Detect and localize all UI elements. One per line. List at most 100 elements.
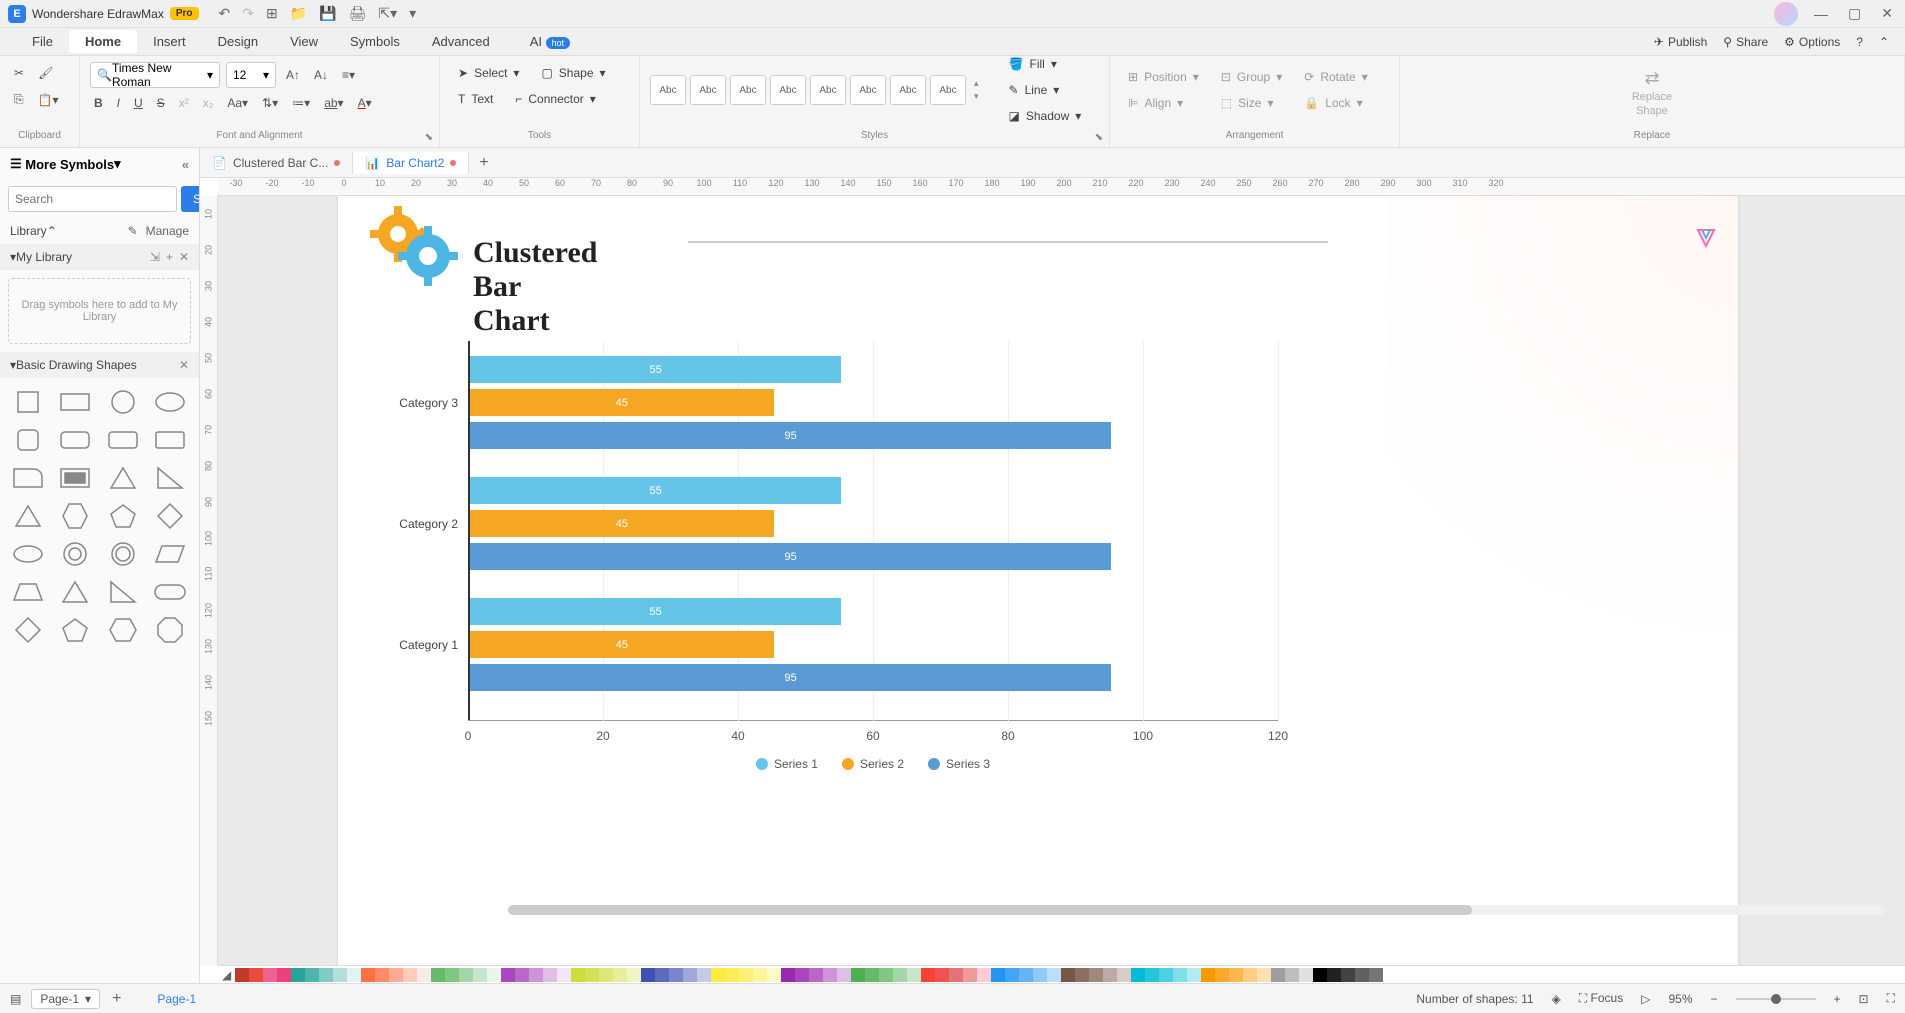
chart-bar[interactable]: 55: [470, 356, 841, 383]
align-button[interactable]: ⊫Align▾: [1120, 92, 1207, 114]
page-select[interactable]: Page-1▾: [31, 989, 100, 1009]
subscript-icon[interactable]: x₂: [199, 92, 218, 114]
menu-symbols[interactable]: Symbols: [334, 30, 416, 53]
style-preset-2[interactable]: Abc: [690, 75, 726, 105]
options-button[interactable]: ⚙Options: [1784, 35, 1840, 49]
color-swatch[interactable]: [1341, 968, 1355, 982]
color-swatch[interactable]: [487, 968, 501, 982]
chart-bar[interactable]: 95: [470, 422, 1111, 449]
color-swatch[interactable]: [823, 968, 837, 982]
line-spacing-icon[interactable]: ⇅▾: [258, 92, 282, 114]
bold-icon[interactable]: B: [90, 92, 107, 114]
shape-rounded-rect2[interactable]: [103, 424, 143, 456]
increase-font-icon[interactable]: A↑: [282, 64, 304, 86]
color-swatch[interactable]: [725, 968, 739, 982]
color-swatch[interactable]: [375, 968, 389, 982]
color-swatch[interactable]: [683, 968, 697, 982]
color-swatch[interactable]: [1047, 968, 1061, 982]
style-preset-6[interactable]: Abc: [850, 75, 886, 105]
cut-icon[interactable]: ✂: [10, 62, 28, 84]
color-swatch[interactable]: [767, 968, 781, 982]
color-swatch[interactable]: [1229, 968, 1243, 982]
shape-half-rounded[interactable]: [8, 462, 48, 494]
shape-parallelogram[interactable]: [150, 538, 190, 570]
color-swatch[interactable]: [1061, 968, 1075, 982]
select-tool[interactable]: ➤Select▾: [450, 62, 527, 84]
font-size-select[interactable]: 12▾: [226, 62, 276, 88]
edit-icon[interactable]: ✎: [128, 224, 138, 238]
color-swatch[interactable]: [711, 968, 725, 982]
shape-triangle3[interactable]: [55, 576, 95, 608]
chart-bar[interactable]: 45: [470, 389, 774, 416]
color-swatch[interactable]: [907, 968, 921, 982]
color-swatch[interactable]: [1145, 968, 1159, 982]
color-swatch[interactable]: [557, 968, 571, 982]
chart-bar[interactable]: 55: [470, 598, 841, 625]
color-swatch[interactable]: [669, 968, 683, 982]
style-preset-1[interactable]: Abc: [650, 75, 686, 105]
new-icon[interactable]: ⊞: [266, 5, 278, 22]
underline-icon[interactable]: U: [130, 92, 147, 114]
shape-double-circle[interactable]: [103, 538, 143, 570]
color-swatch[interactable]: [739, 968, 753, 982]
color-swatch[interactable]: [1033, 968, 1047, 982]
shape-triangle2[interactable]: [8, 500, 48, 532]
color-swatch[interactable]: [585, 968, 599, 982]
style-preset-8[interactable]: Abc: [930, 75, 966, 105]
color-swatch[interactable]: [935, 968, 949, 982]
color-swatch[interactable]: [305, 968, 319, 982]
color-swatch[interactable]: [1327, 968, 1341, 982]
drop-zone[interactable]: Drag symbols here to add to My Library: [8, 278, 191, 344]
undo-icon[interactable]: ↶: [219, 5, 231, 22]
color-swatch[interactable]: [333, 968, 347, 982]
shape-ellipse[interactable]: [150, 386, 190, 418]
redo-icon[interactable]: ↷: [242, 5, 254, 22]
format-painter-icon[interactable]: 🖌: [34, 62, 57, 84]
color-swatch[interactable]: [319, 968, 333, 982]
color-swatch[interactable]: [347, 968, 361, 982]
eyedropper-icon[interactable]: ◢: [222, 968, 231, 982]
styles-up-icon[interactable]: ▴: [974, 78, 979, 89]
color-swatch[interactable]: [445, 968, 459, 982]
color-swatch[interactable]: [837, 968, 851, 982]
chart-title[interactable]: Clustered Bar Chart: [473, 236, 597, 338]
menu-file[interactable]: File: [16, 30, 69, 53]
shape-pentagon[interactable]: [103, 500, 143, 532]
minimize-button[interactable]: —: [1810, 6, 1832, 22]
style-preset-3[interactable]: Abc: [730, 75, 766, 105]
color-swatch[interactable]: [641, 968, 655, 982]
color-swatch[interactable]: [543, 968, 557, 982]
shape-hexagon[interactable]: [55, 500, 95, 532]
color-swatch[interactable]: [1383, 968, 1397, 982]
menu-home[interactable]: Home: [69, 30, 137, 53]
superscript-icon[interactable]: x²: [175, 92, 193, 114]
collapse-panel-icon[interactable]: «: [182, 157, 189, 172]
case-icon[interactable]: Aa▾: [223, 92, 252, 114]
color-swatch[interactable]: [1075, 968, 1089, 982]
lock-button[interactable]: 🔒Lock▾: [1296, 92, 1375, 114]
close-shapes-icon[interactable]: ✕: [179, 358, 189, 372]
color-swatch[interactable]: [1117, 968, 1131, 982]
save-icon[interactable]: 💾: [319, 5, 336, 22]
shape-rectangle[interactable]: [55, 386, 95, 418]
align-icon[interactable]: ≡▾: [338, 64, 359, 86]
style-preset-7[interactable]: Abc: [890, 75, 926, 105]
chart-plot[interactable]: 020406080100120Category 3554595Category …: [468, 341, 1278, 751]
user-avatar[interactable]: [1774, 2, 1798, 26]
color-swatch[interactable]: [1285, 968, 1299, 982]
font-name-select[interactable]: 🔍Times New Roman▾: [90, 62, 220, 88]
styles-down-icon[interactable]: ▾: [974, 91, 979, 102]
color-swatch[interactable]: [977, 968, 991, 982]
page-view-icon[interactable]: ▤: [10, 992, 21, 1006]
search-button[interactable]: Search: [181, 186, 200, 212]
fullscreen-icon[interactable]: ⛶: [1887, 991, 1895, 1006]
chart-bar[interactable]: 55: [470, 477, 841, 504]
color-swatch[interactable]: [249, 968, 263, 982]
help-icon[interactable]: ?: [1856, 35, 1863, 49]
menu-ai[interactable]: AI hot: [514, 30, 586, 53]
color-swatch[interactable]: [1215, 968, 1229, 982]
maximize-button[interactable]: ▢: [1844, 5, 1865, 22]
doc-tab-1[interactable]: 📄 Clustered Bar C...: [200, 152, 353, 174]
color-swatch[interactable]: [1257, 968, 1271, 982]
color-swatch[interactable]: [1369, 968, 1383, 982]
